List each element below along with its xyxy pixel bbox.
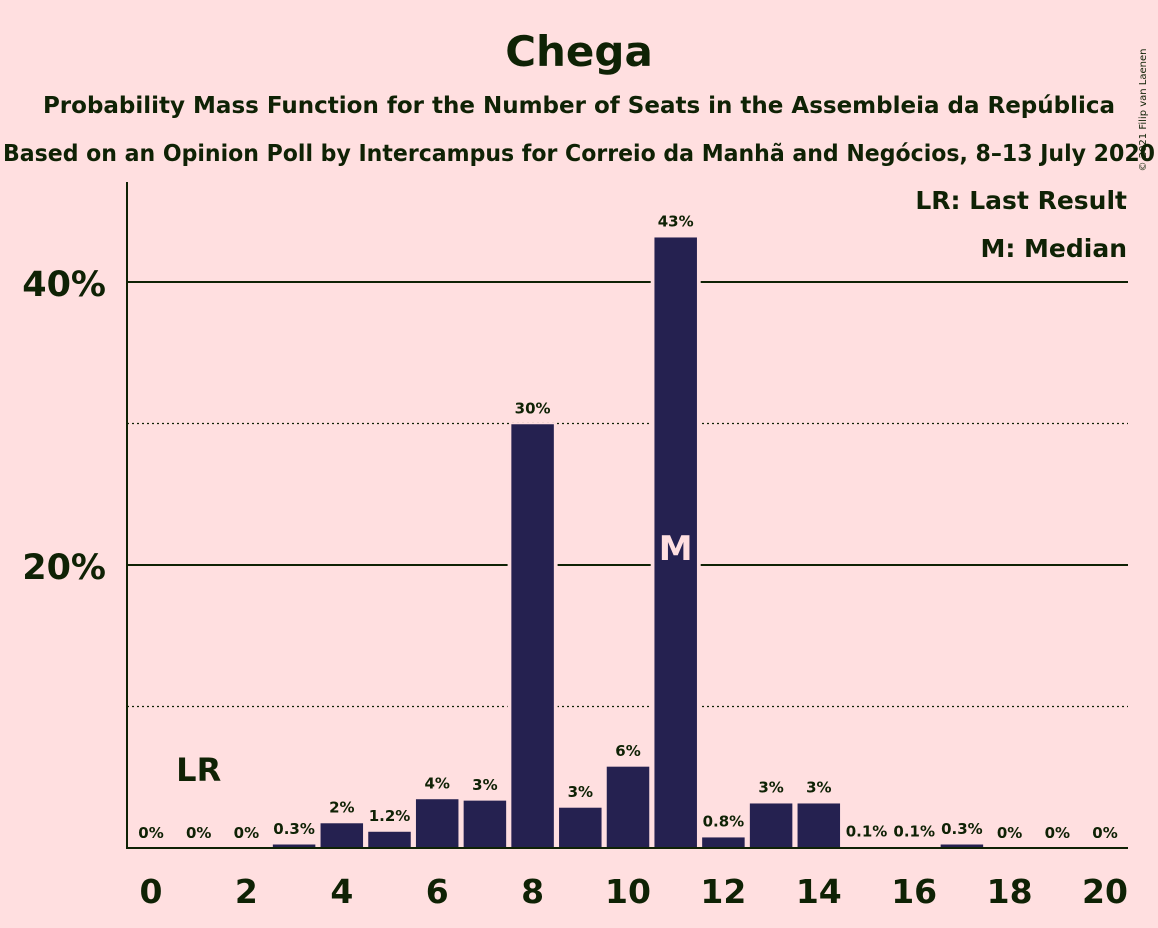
bar (748, 801, 794, 849)
data-label: 0.1% (893, 823, 935, 841)
x-tick-label: 6 (426, 872, 449, 911)
data-label: 0% (1092, 824, 1117, 842)
bar (462, 799, 508, 849)
data-label: 0% (997, 824, 1022, 842)
copyright-note: © 2021 Filip van Laenen (1138, 49, 1149, 172)
x-tick-label: 8 (521, 872, 544, 911)
data-label: 0.3% (941, 820, 983, 838)
data-label: 2% (329, 799, 354, 817)
axes: 20% 40% 0 2 4 6 8 10 12 14 16 18 20 (22, 182, 1128, 911)
data-label: 4% (424, 774, 449, 792)
data-label: 3% (568, 783, 593, 801)
data-label: 43% (658, 213, 694, 231)
grid-lines (127, 280, 1128, 708)
x-tick-label: 18 (987, 872, 1033, 911)
bar (319, 821, 365, 849)
bar (414, 797, 460, 849)
data-label: 3% (758, 779, 783, 797)
chart-subtitle-2: Based on an Opinion Poll by Intercampus … (3, 141, 1155, 167)
median-marker: M (659, 529, 693, 569)
x-tick-label: 12 (700, 872, 746, 911)
data-label: 0.1% (846, 823, 888, 841)
bar (700, 835, 747, 849)
x-tick-label: 2 (235, 872, 258, 911)
last-result-marker: LR (176, 751, 221, 789)
data-label: 0.3% (273, 820, 315, 838)
chart-subtitle: Probability Mass Function for the Number… (43, 93, 1115, 119)
data-label: 0% (234, 824, 259, 842)
data-labels: 0% 0% 0% 0.3% 2% 1.2% 4% 3% 30% 3% 6% 43% 0.8% 3% 3% 0.… (138, 213, 1117, 842)
legend-entry: M: Median (980, 234, 1127, 263)
bar (557, 806, 604, 849)
data-label: 6% (615, 742, 640, 760)
bar (366, 830, 413, 849)
bars (271, 235, 985, 849)
bar (652, 235, 699, 849)
bar (509, 422, 556, 849)
data-label: 0% (1045, 824, 1070, 842)
data-label: 0.8% (703, 813, 745, 831)
bar (605, 765, 651, 849)
legend: LR: Last Result M: Median (915, 186, 1127, 263)
x-tick-label: 4 (330, 872, 353, 911)
data-label: 1.2% (369, 807, 411, 825)
x-tick-label: 14 (796, 872, 842, 911)
y-tick-label: 40% (22, 265, 106, 305)
data-label: 3% (472, 776, 497, 794)
bar (796, 801, 842, 849)
x-tick-label: 16 (891, 872, 937, 911)
legend-entry: LR: Last Result (915, 186, 1127, 215)
data-label: 0% (186, 824, 211, 842)
x-tick-label: 0 (140, 872, 163, 911)
x-tick-label: 10 (605, 872, 651, 911)
data-label: 0% (138, 824, 163, 842)
chart-title: Chega (505, 27, 653, 76)
data-label: 30% (515, 400, 551, 418)
x-tick-label: 20 (1082, 872, 1128, 911)
data-label: 3% (806, 779, 831, 797)
y-tick-label: 20% (22, 548, 106, 588)
